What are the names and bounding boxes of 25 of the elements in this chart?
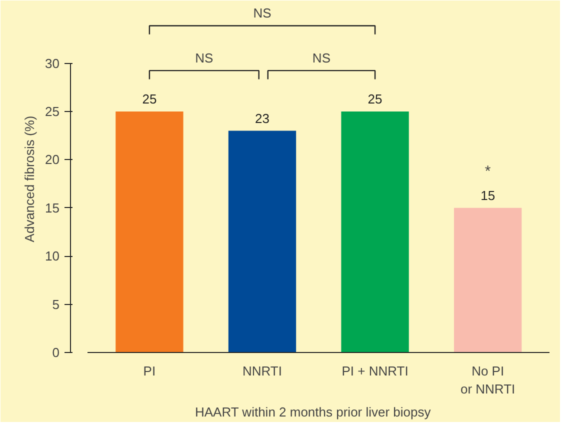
y-tick-label: 25 <box>45 104 60 120</box>
y-tick-label: 15 <box>45 200 60 216</box>
annotation: NS <box>312 50 331 66</box>
text: NS <box>253 6 272 21</box>
x-tick-label: PI <box>143 364 156 378</box>
data-label: 23 <box>255 110 270 126</box>
y-axis-title: Advanced fibrosis (%) <box>22 116 38 242</box>
x-tick-label: NNRTI <box>242 364 282 378</box>
annotation: * <box>484 162 491 180</box>
bar <box>228 130 296 352</box>
bar <box>341 112 409 352</box>
x-tick-label: PI + NNRTI <box>342 364 408 378</box>
y-tick-label: 20 <box>45 152 60 168</box>
y-tick-label: 0 <box>52 345 60 360</box>
x-tick-label: No PI or NNRTI <box>460 364 516 396</box>
data-label: 25 <box>368 92 382 107</box>
x-axis-title: HAART within 2 months prior liver biopsy <box>194 404 432 420</box>
bar <box>116 112 184 352</box>
y-tick-label: 5 <box>52 296 60 312</box>
y-tick-label: 30 <box>45 56 60 71</box>
annotation: NS <box>195 50 214 66</box>
data-label: 15 <box>480 188 496 203</box>
y-tick-label: 10 <box>45 248 60 264</box>
bar <box>454 208 522 352</box>
data-label: 25 <box>142 92 157 107</box>
